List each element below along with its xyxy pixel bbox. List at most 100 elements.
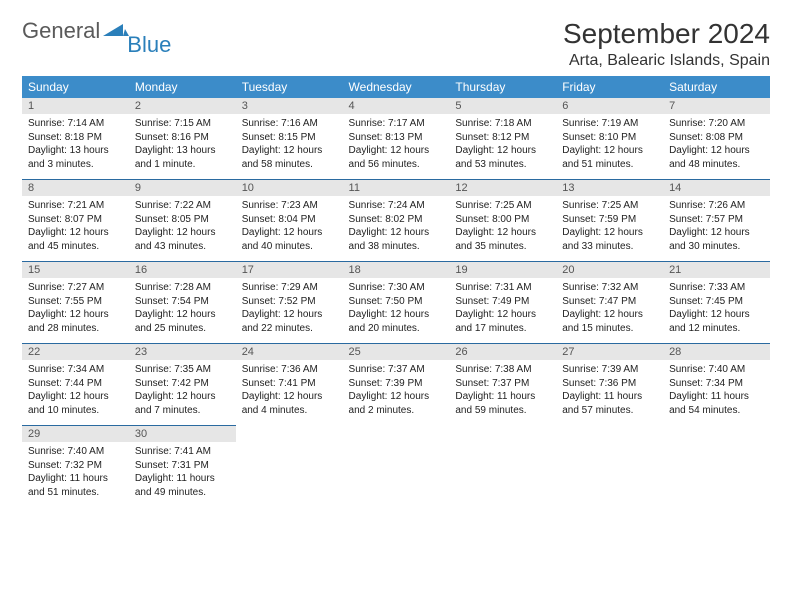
calendar-cell: 10Sunrise: 7:23 AMSunset: 8:04 PMDayligh… bbox=[236, 180, 343, 262]
day-info: Sunrise: 7:20 AMSunset: 8:08 PMDaylight:… bbox=[663, 114, 770, 179]
calendar-cell: 29Sunrise: 7:40 AMSunset: 7:32 PMDayligh… bbox=[22, 426, 129, 508]
calendar-cell: 11Sunrise: 7:24 AMSunset: 8:02 PMDayligh… bbox=[343, 180, 450, 262]
day-number: 3 bbox=[236, 98, 343, 114]
weekday-header: Wednesday bbox=[343, 76, 450, 98]
day-number: 17 bbox=[236, 262, 343, 278]
calendar-cell bbox=[343, 426, 450, 508]
day-info: Sunrise: 7:32 AMSunset: 7:47 PMDaylight:… bbox=[556, 278, 663, 343]
day-number: 1 bbox=[22, 98, 129, 114]
calendar-cell: 22Sunrise: 7:34 AMSunset: 7:44 PMDayligh… bbox=[22, 344, 129, 426]
day-number: 2 bbox=[129, 98, 236, 114]
day-number: 19 bbox=[449, 262, 556, 278]
calendar-cell: 16Sunrise: 7:28 AMSunset: 7:54 PMDayligh… bbox=[129, 262, 236, 344]
day-info: Sunrise: 7:26 AMSunset: 7:57 PMDaylight:… bbox=[663, 196, 770, 261]
month-title: September 2024 bbox=[563, 18, 770, 50]
day-number: 10 bbox=[236, 180, 343, 196]
day-number: 30 bbox=[129, 426, 236, 442]
day-info: Sunrise: 7:18 AMSunset: 8:12 PMDaylight:… bbox=[449, 114, 556, 179]
calendar-cell: 1Sunrise: 7:14 AMSunset: 8:18 PMDaylight… bbox=[22, 98, 129, 180]
day-info: Sunrise: 7:24 AMSunset: 8:02 PMDaylight:… bbox=[343, 196, 450, 261]
day-info: Sunrise: 7:31 AMSunset: 7:49 PMDaylight:… bbox=[449, 278, 556, 343]
calendar-cell: 18Sunrise: 7:30 AMSunset: 7:50 PMDayligh… bbox=[343, 262, 450, 344]
day-number: 28 bbox=[663, 344, 770, 360]
day-info: Sunrise: 7:16 AMSunset: 8:15 PMDaylight:… bbox=[236, 114, 343, 179]
day-info: Sunrise: 7:14 AMSunset: 8:18 PMDaylight:… bbox=[22, 114, 129, 179]
day-number: 13 bbox=[556, 180, 663, 196]
calendar-cell: 4Sunrise: 7:17 AMSunset: 8:13 PMDaylight… bbox=[343, 98, 450, 180]
day-info: Sunrise: 7:33 AMSunset: 7:45 PMDaylight:… bbox=[663, 278, 770, 343]
calendar-cell: 7Sunrise: 7:20 AMSunset: 8:08 PMDaylight… bbox=[663, 98, 770, 180]
logo-word-general: General bbox=[22, 18, 100, 44]
day-number: 8 bbox=[22, 180, 129, 196]
day-info: Sunrise: 7:41 AMSunset: 7:31 PMDaylight:… bbox=[129, 442, 236, 507]
day-number: 27 bbox=[556, 344, 663, 360]
day-info: Sunrise: 7:37 AMSunset: 7:39 PMDaylight:… bbox=[343, 360, 450, 425]
logo-triangle-icon bbox=[103, 22, 129, 43]
day-number: 7 bbox=[663, 98, 770, 114]
day-info: Sunrise: 7:29 AMSunset: 7:52 PMDaylight:… bbox=[236, 278, 343, 343]
day-info: Sunrise: 7:34 AMSunset: 7:44 PMDaylight:… bbox=[22, 360, 129, 425]
day-info: Sunrise: 7:23 AMSunset: 8:04 PMDaylight:… bbox=[236, 196, 343, 261]
day-number: 29 bbox=[22, 426, 129, 442]
calendar-cell: 19Sunrise: 7:31 AMSunset: 7:49 PMDayligh… bbox=[449, 262, 556, 344]
day-info: Sunrise: 7:25 AMSunset: 7:59 PMDaylight:… bbox=[556, 196, 663, 261]
weekday-header: Thursday bbox=[449, 76, 556, 98]
calendar-cell: 27Sunrise: 7:39 AMSunset: 7:36 PMDayligh… bbox=[556, 344, 663, 426]
day-number: 20 bbox=[556, 262, 663, 278]
calendar-cell: 9Sunrise: 7:22 AMSunset: 8:05 PMDaylight… bbox=[129, 180, 236, 262]
day-number: 4 bbox=[343, 98, 450, 114]
day-info: Sunrise: 7:40 AMSunset: 7:34 PMDaylight:… bbox=[663, 360, 770, 425]
logo: General Blue bbox=[22, 18, 173, 44]
page-header: General Blue September 2024 Arta, Balear… bbox=[22, 18, 770, 70]
day-number: 18 bbox=[343, 262, 450, 278]
calendar-cell bbox=[663, 426, 770, 508]
day-info: Sunrise: 7:21 AMSunset: 8:07 PMDaylight:… bbox=[22, 196, 129, 261]
calendar-cell: 8Sunrise: 7:21 AMSunset: 8:07 PMDaylight… bbox=[22, 180, 129, 262]
calendar-cell: 12Sunrise: 7:25 AMSunset: 8:00 PMDayligh… bbox=[449, 180, 556, 262]
calendar-cell: 13Sunrise: 7:25 AMSunset: 7:59 PMDayligh… bbox=[556, 180, 663, 262]
day-info: Sunrise: 7:38 AMSunset: 7:37 PMDaylight:… bbox=[449, 360, 556, 425]
day-info: Sunrise: 7:30 AMSunset: 7:50 PMDaylight:… bbox=[343, 278, 450, 343]
weekday-header: Friday bbox=[556, 76, 663, 98]
calendar-cell: 25Sunrise: 7:37 AMSunset: 7:39 PMDayligh… bbox=[343, 344, 450, 426]
day-info: Sunrise: 7:36 AMSunset: 7:41 PMDaylight:… bbox=[236, 360, 343, 425]
day-number: 15 bbox=[22, 262, 129, 278]
day-info: Sunrise: 7:19 AMSunset: 8:10 PMDaylight:… bbox=[556, 114, 663, 179]
day-info: Sunrise: 7:27 AMSunset: 7:55 PMDaylight:… bbox=[22, 278, 129, 343]
calendar-cell: 6Sunrise: 7:19 AMSunset: 8:10 PMDaylight… bbox=[556, 98, 663, 180]
day-number: 24 bbox=[236, 344, 343, 360]
weekday-header: Sunday bbox=[22, 76, 129, 98]
day-number: 9 bbox=[129, 180, 236, 196]
day-number: 23 bbox=[129, 344, 236, 360]
day-number: 12 bbox=[449, 180, 556, 196]
calendar-cell: 2Sunrise: 7:15 AMSunset: 8:16 PMDaylight… bbox=[129, 98, 236, 180]
calendar-cell: 5Sunrise: 7:18 AMSunset: 8:12 PMDaylight… bbox=[449, 98, 556, 180]
calendar-cell: 21Sunrise: 7:33 AMSunset: 7:45 PMDayligh… bbox=[663, 262, 770, 344]
day-info: Sunrise: 7:39 AMSunset: 7:36 PMDaylight:… bbox=[556, 360, 663, 425]
day-number: 5 bbox=[449, 98, 556, 114]
day-info: Sunrise: 7:35 AMSunset: 7:42 PMDaylight:… bbox=[129, 360, 236, 425]
calendar-cell bbox=[236, 426, 343, 508]
day-number: 14 bbox=[663, 180, 770, 196]
day-number: 11 bbox=[343, 180, 450, 196]
calendar-cell bbox=[556, 426, 663, 508]
day-info: Sunrise: 7:28 AMSunset: 7:54 PMDaylight:… bbox=[129, 278, 236, 343]
weekday-header: Tuesday bbox=[236, 76, 343, 98]
day-number: 21 bbox=[663, 262, 770, 278]
logo-word-blue: Blue bbox=[127, 32, 171, 58]
calendar-cell: 15Sunrise: 7:27 AMSunset: 7:55 PMDayligh… bbox=[22, 262, 129, 344]
day-number: 26 bbox=[449, 344, 556, 360]
day-number: 16 bbox=[129, 262, 236, 278]
calendar-cell: 28Sunrise: 7:40 AMSunset: 7:34 PMDayligh… bbox=[663, 344, 770, 426]
day-info: Sunrise: 7:25 AMSunset: 8:00 PMDaylight:… bbox=[449, 196, 556, 261]
day-info: Sunrise: 7:22 AMSunset: 8:05 PMDaylight:… bbox=[129, 196, 236, 261]
location-subtitle: Arta, Balearic Islands, Spain bbox=[563, 52, 770, 70]
calendar-cell: 14Sunrise: 7:26 AMSunset: 7:57 PMDayligh… bbox=[663, 180, 770, 262]
calendar-cell: 24Sunrise: 7:36 AMSunset: 7:41 PMDayligh… bbox=[236, 344, 343, 426]
day-number: 25 bbox=[343, 344, 450, 360]
calendar-cell: 20Sunrise: 7:32 AMSunset: 7:47 PMDayligh… bbox=[556, 262, 663, 344]
weekday-header: Monday bbox=[129, 76, 236, 98]
calendar-cell: 23Sunrise: 7:35 AMSunset: 7:42 PMDayligh… bbox=[129, 344, 236, 426]
calendar-cell bbox=[449, 426, 556, 508]
calendar-table: SundayMondayTuesdayWednesdayThursdayFrid… bbox=[22, 76, 770, 507]
